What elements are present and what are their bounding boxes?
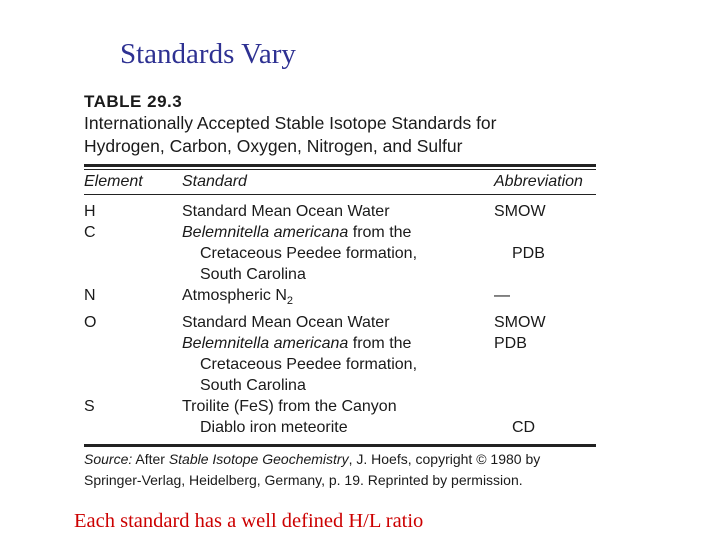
standard-text: Atmospheric N [182, 287, 287, 304]
table-row: Diablo iron meteorite CD [84, 417, 596, 438]
table-caption-line-1: Internationally Accepted Stable Isotope … [84, 113, 497, 133]
table-source-line-1: Source: After Stable Isotope Geochemistr… [84, 449, 596, 470]
table-row: H Standard Mean Ocean Water SMOW [84, 201, 596, 222]
table-row: South Carolina [84, 264, 596, 285]
standard-text: Diablo iron meteorite [200, 419, 348, 437]
cell-abbreviation: PDB [512, 245, 545, 262]
header-standard: Standard [182, 173, 247, 190]
cell-standard: Cretaceous Peedee formation, [182, 354, 512, 375]
table-source-line-2: Springer-Verlag, Heidelberg, Germany, p.… [84, 472, 523, 489]
standard-text: Troilite (FeS) from the Canyon [182, 398, 397, 416]
cell-element: N [84, 287, 96, 304]
table-header-row: Element Standard Abbreviation [84, 170, 596, 194]
standard-text-rest: from the [348, 224, 412, 241]
header-abbreviation: Abbreviation [494, 173, 583, 190]
cell-standard: South Carolina [182, 375, 512, 396]
table-row: S Troilite (FeS) from the Canyon [84, 396, 596, 417]
cell-standard: South Carolina [182, 264, 512, 285]
source-book-title: Stable Isotope Geochemistry [168, 451, 349, 468]
table-body: H Standard Mean Ocean Water SMOW C Belemnite… [84, 195, 596, 438]
standard-text: Standard Mean Ocean Water [182, 314, 390, 332]
cell-standard: Belemnitella americana from the [182, 333, 494, 354]
cell-standard: Troilite (FeS) from the Canyon [182, 396, 494, 417]
cell-standard: Standard Mean Ocean Water [182, 312, 494, 333]
standard-text: South Carolina [200, 266, 306, 283]
cell-abbreviation [512, 354, 596, 375]
table-row: Cretaceous Peedee formation, [84, 354, 596, 375]
table-caption-line-2: Hydrogen, Carbon, Oxygen, Nitrogen, and … [84, 136, 463, 156]
cell-abbreviation: SMOW [494, 203, 546, 220]
standard-text: Cretaceous Peedee formation, [200, 356, 418, 374]
cell-element: O [84, 314, 97, 332]
table-bottom-rule [84, 444, 596, 448]
table-row: C Belemnitella americana from the [84, 222, 596, 243]
slide-title: Standards Vary [120, 38, 296, 70]
source-text-1: After [132, 451, 169, 468]
slide-footer-note: Each standard has a well defined H/L rat… [74, 510, 424, 532]
cell-abbreviation: — [494, 287, 510, 304]
cell-element [84, 333, 182, 354]
source-text-2: , J. Hoefs, copyright © 1980 by [348, 451, 541, 468]
cell-element [84, 264, 182, 285]
cell-element [84, 243, 182, 264]
standard-text: Belemnitella americana [182, 224, 349, 241]
table-row: Cretaceous Peedee formation, PDB [84, 243, 596, 264]
cell-standard: Diablo iron meteorite [182, 417, 512, 438]
cell-abbreviation: SMOW [494, 314, 546, 332]
standard-text: Cretaceous Peedee formation, [200, 245, 418, 262]
source-label: Source: [84, 451, 133, 468]
cell-standard: Standard Mean Ocean Water [182, 201, 494, 222]
cell-element: C [84, 224, 96, 241]
standard-text: Belemnitella americana [182, 335, 349, 353]
cell-element [84, 354, 182, 375]
cell-element: H [84, 203, 96, 220]
table-top-rule-thin [84, 169, 596, 170]
cell-element [84, 417, 182, 438]
table-row: O Standard Mean Ocean Water SMOW [84, 312, 596, 333]
cell-standard: Atmospheric N2 [182, 285, 494, 312]
cell-standard: Cretaceous Peedee formation, [182, 243, 512, 264]
cell-abbreviation: CD [512, 419, 536, 437]
header-element: Element [84, 173, 143, 190]
table-row: Belemnitella americana from the PDB [84, 333, 596, 354]
table-row: South Carolina [84, 375, 596, 396]
isotope-standards-table: TABLE 29.3 Internationally Accepted Stab… [84, 92, 596, 491]
cell-abbreviation [494, 396, 596, 417]
cell-element [84, 375, 182, 396]
cell-abbreviation [512, 264, 596, 285]
standard-text: South Carolina [200, 377, 306, 395]
table-label: TABLE 29.3 [84, 92, 183, 111]
cell-abbreviation [512, 375, 596, 396]
standard-text: Standard Mean Ocean Water [182, 203, 390, 220]
table-row: N Atmospheric N2— [84, 285, 596, 312]
cell-abbreviation: PDB [494, 335, 527, 353]
cell-element: S [84, 398, 95, 416]
standard-text-rest: from the [348, 335, 412, 353]
table-top-rule [84, 164, 596, 167]
standard-subscript: 2 [286, 295, 294, 308]
cell-abbreviation [494, 222, 596, 243]
cell-standard: Belemnitella americana from the [182, 222, 494, 243]
header-rule [84, 194, 596, 195]
